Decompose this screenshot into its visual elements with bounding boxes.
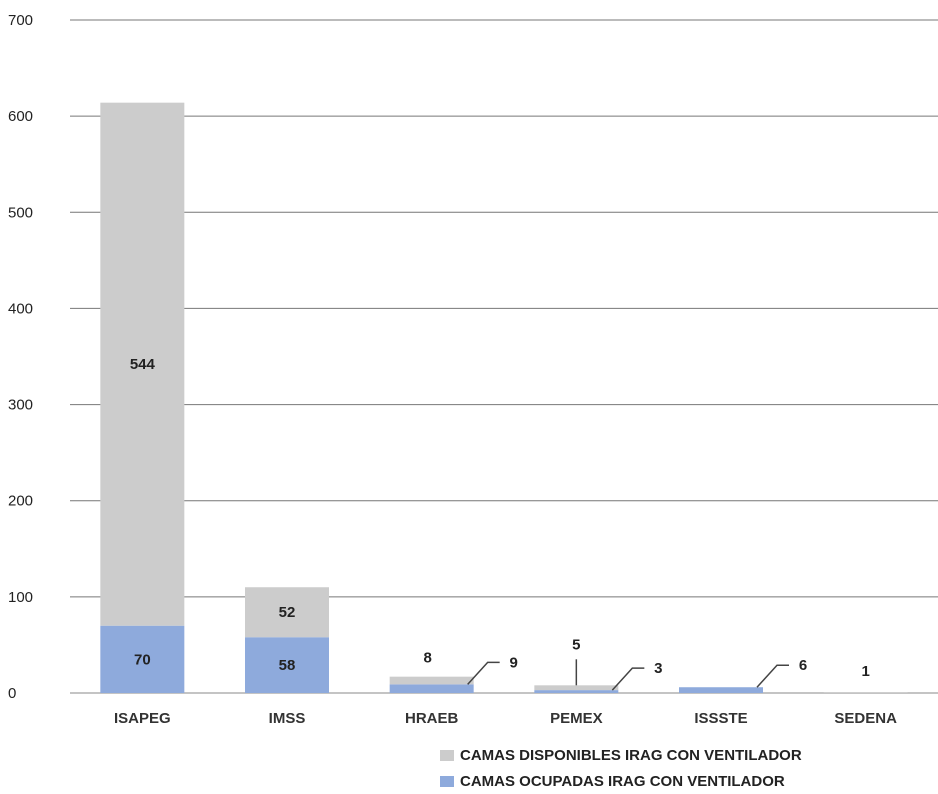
data-label-issste-series-0: 6 [799,657,807,674]
data-label-pemex-series-0-leader [611,667,645,691]
y-tick-label-200: 200 [8,493,33,510]
gridlines [70,19,938,694]
bars [100,102,908,693]
bar-sedena-series-1 [823,692,908,693]
bar-hraeb-series-1 [389,676,474,685]
data-labels: 70 544 58 52 8 9 5 3 6 1 [130,356,870,691]
legend-swatch-ocupadas [440,775,454,787]
data-label-isapeg-series-1: 544 [130,356,156,373]
data-label-isapeg-series-0: 70 [134,651,151,668]
data-label-hraeb-series-1: 8 [423,650,431,667]
y-tick-label-600: 600 [8,108,33,125]
bar-issste-series-0 [679,687,763,693]
bar-hraeb-series-0 [389,684,474,693]
data-label-hraeb-series-0: 9 [509,654,517,671]
x-tick-label-imss: IMSS [269,710,306,727]
data-label-hraeb-series-0-leader [467,661,500,685]
bar-imss-series-1 [245,587,329,638]
legend: CAMAS DISPONIBLES IRAG CON VENTILADOR CA… [440,742,920,794]
data-label-imss-series-0: 58 [279,657,296,674]
y-tick-label-300: 300 [8,397,33,414]
x-tick-label-isapeg: ISAPEG [114,710,171,727]
bar-isapeg-series-0 [100,625,185,693]
data-label-sedena-series-1: 1 [861,663,869,680]
x-tick-label-hraeb: HRAEB [405,710,459,727]
legend-label-ocupadas: CAMAS OCUPADAS IRAG CON VENTILADOR [460,772,785,790]
y-tick-label-700: 700 [8,12,33,29]
data-label-imss-series-1: 52 [279,604,296,621]
y-tick-label-400: 400 [8,300,33,317]
y-tick-label-100: 100 [8,589,33,606]
x-axis: ISAPEG IMSS HRAEB PEMEX ISSSTE SEDENA [114,710,897,727]
data-label-pemex-series-1: 5 [572,636,580,653]
y-tick-label-0: 0 [8,685,16,702]
x-tick-label-issste: ISSSTE [694,710,747,727]
y-tick-label-500: 500 [8,204,33,221]
y-axis: 0 100 200 300 400 500 600 700 [8,12,33,702]
bar-isapeg-series-1 [100,102,185,626]
x-tick-label-pemex: PEMEX [550,710,603,727]
legend-item-ocupadas: CAMAS OCUPADAS IRAG CON VENTILADOR [440,768,920,794]
bar-imss-series-0 [245,637,329,693]
data-label-pemex-series-0: 3 [654,660,662,677]
legend-swatch-disponibles [440,749,454,761]
stacked-bar-chart: 0 100 200 300 400 500 600 700 70 544 58 52 8 9 5 3 6 1 I… [8,12,938,727]
legend-item-disponibles: CAMAS DISPONIBLES IRAG CON VENTILADOR [440,742,920,768]
legend-label-disponibles: CAMAS DISPONIBLES IRAG CON VENTILADOR [460,746,802,764]
bar-pemex-series-1 [534,685,619,691]
bar-pemex-series-0 [534,690,619,693]
x-tick-label-sedena: SEDENA [834,710,897,727]
data-label-issste-series-0-leader [756,664,789,688]
